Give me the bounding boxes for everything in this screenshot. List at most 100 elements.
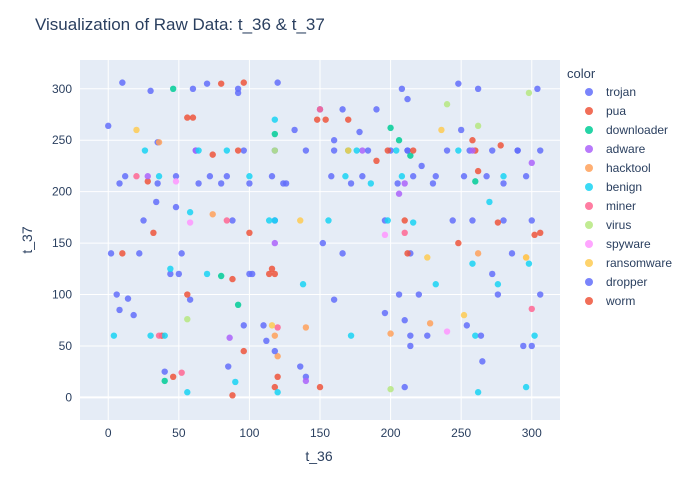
point-miner [401,229,408,236]
legend-marker [585,278,593,286]
legend-item-dropper[interactable]: dropper [585,275,647,289]
point-spyware [172,178,180,185]
point-trojan [154,180,161,187]
legend-item-trojan[interactable]: trojan [585,85,636,99]
point-benign [398,173,406,180]
point-downloader [472,178,479,185]
point-dropper [537,291,544,298]
point-pua [316,383,324,391]
point-ransomware [345,147,352,154]
point-virus [443,101,451,108]
point-hacktool [155,139,163,146]
legend-item-spyware[interactable]: spyware [585,237,651,251]
point-trojan [229,217,236,224]
point-dropper [520,342,527,350]
point-trojan [460,173,468,180]
point-virus [271,147,279,154]
point-pua [345,116,352,123]
point-trojan [528,342,535,350]
point-dropper [364,147,372,154]
point-ransomware [133,126,140,134]
legend-marker [585,145,593,153]
point-dropper [195,180,202,187]
point-pua [274,373,281,380]
point-trojan [130,311,137,319]
point-trojan [381,309,389,317]
legend-item-ransomware[interactable]: ransomware [585,256,672,270]
point-dropper [175,270,183,278]
point-trojan [302,147,310,154]
point-pua [229,392,236,399]
point-trojan [534,85,541,93]
point-trojan [328,173,335,180]
legend-item-pua[interactable]: pua [585,104,626,118]
point-trojan [479,358,486,365]
point-pua [531,231,538,239]
legend: trojan pua downloader adware hacktool benign m… [585,85,672,308]
point-dropper [330,137,338,144]
x-tick-label: 300 [522,426,542,440]
point-benign [184,389,191,396]
point-pua [271,383,279,391]
point-benign [110,332,118,339]
legend-marker [585,240,593,248]
point-downloader [217,272,225,280]
point-trojan [494,291,502,298]
point-ransomware [268,322,276,329]
point-miner [528,305,535,313]
x-tick-label: 0 [105,426,112,440]
point-dropper [508,250,516,257]
point-ransomware [297,217,304,224]
point-worm [246,229,253,236]
point-dropper [107,250,115,257]
legend-item-downloader[interactable]: downloader [585,123,668,137]
point-dropper [489,270,496,278]
legend-item-benign[interactable]: benign [585,180,642,194]
point-ransomware [424,254,431,261]
point-pua [265,270,273,278]
point-worm [537,229,544,236]
point-benign [299,281,307,288]
point-dropper [463,322,471,329]
point-pua [240,79,247,86]
y-tick-label: 200 [52,185,72,199]
chart-title: Visualization of Raw Data: t_36 & t_37 [35,15,325,34]
point-hacktool [271,332,279,339]
point-worm [169,373,177,380]
point-dropper [339,250,346,257]
legend-marker [585,126,593,134]
legend-item-hacktool[interactable]: hacktool [585,161,651,175]
point-adware [302,377,310,385]
point-trojan [136,250,143,257]
point-trojan [186,296,194,303]
point-spyware [443,328,451,335]
point-miner [155,332,163,339]
point-trojan [223,173,231,180]
point-benign [472,332,479,339]
point-benign [494,281,502,288]
y-tick-label: 0 [65,390,72,404]
x-tick-label: 200 [381,426,401,440]
point-dropper [477,332,485,339]
point-downloader [271,130,279,138]
legend-label: spyware [606,237,651,251]
legend-label: worm [605,294,635,308]
point-trojan [274,79,281,86]
legend-item-worm[interactable]: worm [585,294,635,308]
legend-item-miner[interactable]: miner [585,199,636,213]
point-dropper [263,337,270,344]
point-benign [203,270,211,278]
legend-item-virus[interactable]: virus [585,218,631,232]
point-trojan [429,180,437,187]
point-benign [409,219,417,226]
point-pua [184,291,191,298]
point-benign [384,217,391,224]
point-adware [359,147,366,154]
point-dropper [291,126,298,134]
y-tick-label: 250 [52,133,72,147]
legend-item-adware[interactable]: adware [585,142,646,156]
point-trojan [401,383,408,391]
point-benign [325,217,332,224]
point-downloader [234,301,242,308]
point-virus [387,385,394,393]
